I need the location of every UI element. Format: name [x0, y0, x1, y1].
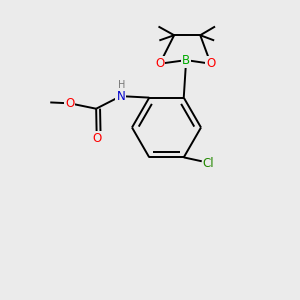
Text: O: O — [92, 132, 101, 145]
Text: B: B — [182, 54, 190, 67]
Text: O: O — [206, 57, 215, 70]
Text: O: O — [65, 97, 74, 110]
Text: O: O — [155, 57, 164, 70]
Text: N: N — [116, 90, 125, 103]
Text: Cl: Cl — [203, 157, 214, 170]
Text: H: H — [118, 80, 126, 90]
